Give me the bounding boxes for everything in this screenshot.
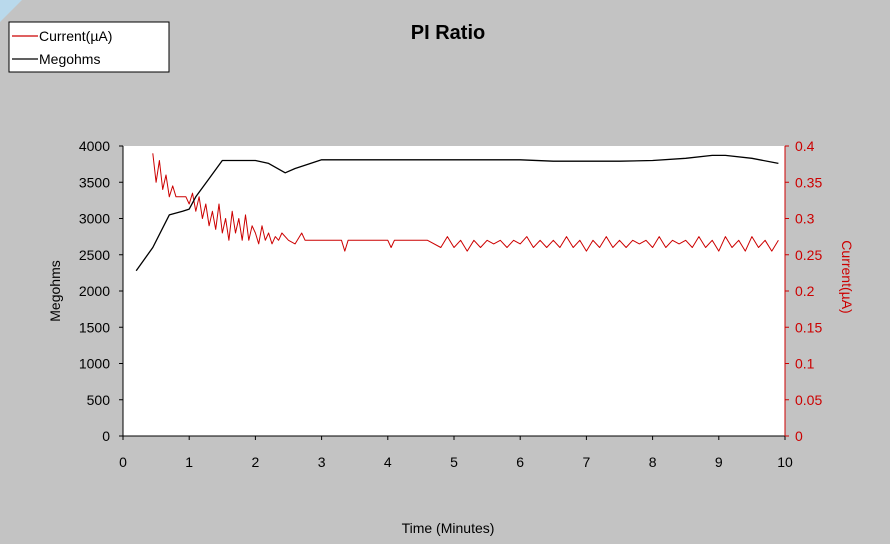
series-line-megohms (135, 154, 779, 272)
corner-accent (0, 0, 22, 22)
x-tick-label: 6 (516, 454, 524, 470)
left-y-tick-label: 4000 (79, 138, 110, 154)
legend: Current(µA) Megohms (8, 21, 170, 73)
right-y-tick-label: 0.25 (795, 247, 822, 263)
right-y-tick-label: 0.15 (795, 319, 822, 335)
left-y-tick-label: 2000 (79, 283, 110, 299)
left-y-tick-label: 1500 (79, 319, 110, 335)
x-axis-title: Time (Minutes) (402, 520, 495, 536)
x-tick-label: 1 (185, 454, 193, 470)
x-tick-label: 0 (119, 454, 127, 470)
plot-area (123, 146, 785, 436)
right-y-tick-label: 0 (795, 428, 803, 444)
right-y-tick-label: 0.05 (795, 392, 822, 408)
left-y-tick-label: 2500 (79, 247, 110, 263)
left-y-tick-label: 3500 (79, 174, 110, 190)
left-y-tick-label: 500 (87, 392, 111, 408)
legend-label-current: Current(µA) (39, 28, 112, 44)
left-y-tick-label: 1000 (79, 356, 110, 372)
x-tick-label: 3 (318, 454, 326, 470)
left-y-tick-label: 3000 (79, 211, 110, 227)
legend-label-megohms: Megohms (39, 51, 100, 67)
left-y-tick-label: 0 (102, 428, 110, 444)
right-y-tick-label: 0.2 (795, 283, 815, 299)
right-y-axis-title: Current(µA) (839, 240, 855, 313)
legend-box (8, 21, 170, 73)
x-tick-label: 7 (583, 454, 591, 470)
right-y-tick-label: 0.35 (795, 174, 822, 190)
x-tick-label: 9 (715, 454, 723, 470)
x-tick-label: 10 (777, 454, 793, 470)
right-y-tick-label: 0.3 (795, 211, 815, 227)
series-line-current-a (152, 153, 779, 252)
tick-layer: 0 1 2 3 4 5 6 7 8 9 100500100015002000250030003500… (79, 138, 823, 470)
x-tick-label: 5 (450, 454, 458, 470)
series-layer (135, 153, 779, 272)
left-y-axis-title: Megohms (47, 260, 63, 321)
right-y-tick-label: 0.1 (795, 356, 815, 372)
right-y-tick-label: 0.4 (795, 138, 815, 154)
chart-title: PI Ratio (411, 22, 485, 44)
x-tick-label: 8 (649, 454, 657, 470)
x-tick-label: 4 (384, 454, 392, 470)
x-tick-label: 2 (252, 454, 260, 470)
